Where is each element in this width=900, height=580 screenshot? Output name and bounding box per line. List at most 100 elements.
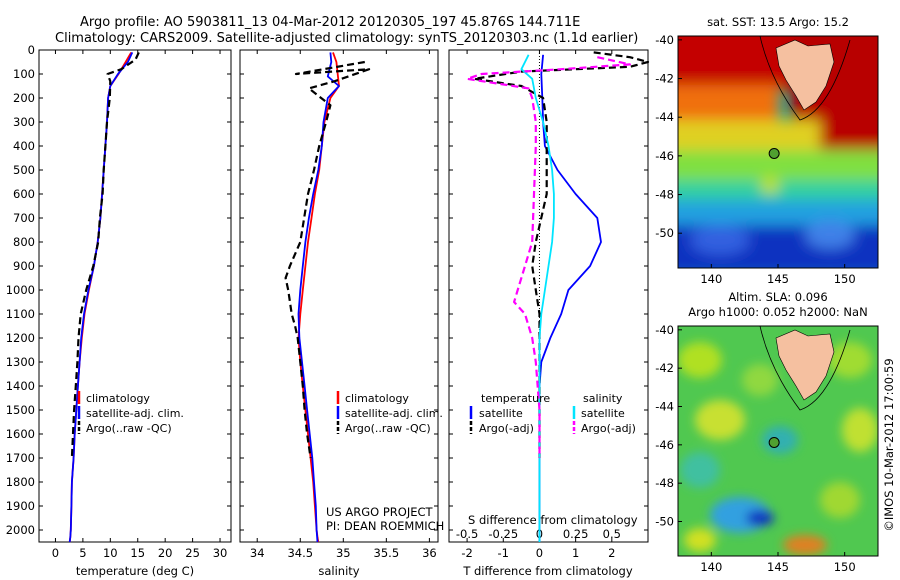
difference-legend: temperature satellite Argo(-adj) salinit…: [468, 392, 638, 527]
temperature-legend: climatology satellite-adj. clim. Argo(..…: [77, 391, 184, 435]
x-tick-label: 0: [52, 546, 59, 560]
sst-map-title: sat. SST: 13.5 Argo: 15.2: [707, 15, 849, 29]
series-line-climatology: [68, 51, 132, 543]
temperature-xlabel: temperature (deg C): [76, 564, 194, 578]
pi-annotation: PI: DEAN ROEMMICH: [326, 519, 444, 533]
legend-label-temp-satellite: satellite: [479, 407, 523, 420]
tasmania-land: [775, 39, 835, 111]
map-x-tick-label: 150: [834, 272, 856, 286]
y-tick-label: 100: [13, 67, 35, 81]
y-tick-label: 700: [13, 211, 35, 225]
map-x-tick-label: 140: [700, 272, 722, 286]
legend-label-sal-argo: Argo(-adj): [581, 422, 636, 435]
map-y-tick-label: -48: [655, 188, 674, 202]
x-tick-label: 34.5: [287, 546, 313, 560]
map-y-tick-label: -46: [655, 149, 674, 163]
salinity-panel: 34 34.5 35 35.5 36: [240, 49, 438, 560]
y-tick-label: 0: [28, 43, 35, 57]
map-x-tick-label: 145: [767, 560, 789, 574]
y-tick-label: 400: [13, 139, 35, 153]
legend-label-satellite: satellite-adj. clim.: [345, 407, 443, 420]
series-line-climatology: [297, 52, 340, 543]
temperature-axes-frame: [38, 49, 232, 543]
sla-map: [677, 325, 879, 557]
x-tick-label: 20: [158, 546, 173, 560]
y-tick-label: 1700: [6, 451, 35, 465]
x-tick-label: 30: [213, 546, 228, 560]
y-tick-label: 900: [13, 259, 35, 273]
imos-timestamp: ©IMOS 10-Mar-2012 17:00:59: [882, 358, 896, 531]
difference-top-axis-label: S difference from climatology: [468, 513, 638, 527]
top-axis-tick-label: 0.5: [603, 527, 621, 541]
series-line-salinity-satellite: [520, 54, 555, 542]
legend-label-climatology: climatology: [345, 392, 409, 405]
map-y-tick-label: -44: [655, 400, 674, 414]
legend-label-sal-satellite: satellite: [581, 407, 625, 420]
top-axis-tick-label: -0.25: [488, 527, 518, 541]
x-tick-label: 36: [422, 546, 437, 560]
project-annotation: US ARGO PROJECT: [326, 505, 434, 519]
y-tick-label: 300: [13, 115, 35, 129]
map-y-tick-label: -40: [655, 323, 674, 337]
argo-position-marker: [768, 147, 780, 159]
map-y-tick-label: -50: [655, 515, 674, 529]
map-y-tick-label: -48: [655, 476, 674, 490]
difference-axes-frame: [448, 49, 649, 543]
x-tick-label: -1: [498, 546, 509, 560]
y-tick-label: 500: [13, 163, 35, 177]
series-line-temperature-satellite: [538, 54, 602, 542]
y-tick-label: 600: [13, 187, 35, 201]
x-tick-label: 35.5: [374, 546, 400, 560]
salinity-legend: climatology satellite-adj. clim. Argo(..…: [326, 391, 444, 533]
x-tick-label: 1: [572, 546, 579, 560]
header-line-1: Argo profile: AO 5903811_13 04-Mar-2012 …: [80, 15, 580, 30]
y-tick-label: 1800: [6, 475, 35, 489]
tasmania-land: [775, 329, 835, 401]
map-y-tick-label: -44: [655, 110, 674, 124]
legend-label-argo: Argo(..raw -QC): [86, 422, 172, 435]
legend-title-salinity: salinity: [583, 392, 623, 405]
y-tick-label: 1300: [6, 355, 35, 369]
header-line-2: Climatology: CARS2009. Satellite-adjuste…: [55, 31, 638, 46]
y-tick-label: 800: [13, 235, 35, 249]
y-tick-label: 2000: [6, 523, 35, 537]
top-axis-tick-label: 0.25: [563, 527, 589, 541]
y-tick-label: 1900: [6, 499, 35, 513]
sla-map-title-line-1: Altim. SLA: 0.096: [728, 290, 827, 304]
map-y-tick-label: -40: [655, 33, 674, 47]
legend-label-satellite: satellite-adj. clim.: [86, 407, 184, 420]
sst-map-field: [678, 36, 878, 268]
x-tick-label: 2: [608, 546, 615, 560]
y-tick-label: 1000: [6, 283, 35, 297]
top-axis-tick-label: -0.5: [456, 527, 478, 541]
map-y-tick-label: -42: [655, 361, 674, 375]
sla-map-field: [678, 342, 878, 555]
series-line-argo-raw-qc: [70, 51, 140, 459]
map-ticks: 140 145 150 -40 -42 -44 -46 -48 -50 140 145 150 -40 -…: [655, 33, 855, 574]
x-tick-label: 34: [250, 546, 265, 560]
map-y-tick-label: -42: [655, 72, 674, 86]
series-line-argo-raw-qc: [284, 60, 371, 459]
temperature-panel: 0 5 10 15 20 25 300100200300400500600700800900…: [6, 43, 231, 560]
x-tick-label: 0: [536, 546, 543, 560]
map-y-tick-label: -46: [655, 438, 674, 452]
x-tick-label: -2: [461, 546, 472, 560]
x-tick-label: 5: [79, 546, 86, 560]
y-tick-label: 1600: [6, 427, 35, 441]
y-tick-label: 1500: [6, 403, 35, 417]
legend-title-temperature: temperature: [481, 392, 550, 405]
sla-map-title-line-2: Argo h1000: 0.052 h2000: NaN: [688, 305, 867, 319]
legend-label-climatology: climatology: [86, 392, 150, 405]
difference-xlabel: T difference from climatology: [462, 564, 633, 578]
x-tick-label: 10: [103, 546, 118, 560]
y-tick-label: 1200: [6, 331, 35, 345]
map-x-tick-label: 150: [834, 560, 856, 574]
x-tick-label: 35: [336, 546, 351, 560]
sla-contour: [759, 326, 851, 411]
salinity-axes-frame: [239, 49, 439, 543]
series-line-satellite-adj-clim: [297, 52, 340, 543]
sst-map: [677, 35, 879, 269]
legend-label-temp-argo: Argo(-adj): [479, 422, 534, 435]
